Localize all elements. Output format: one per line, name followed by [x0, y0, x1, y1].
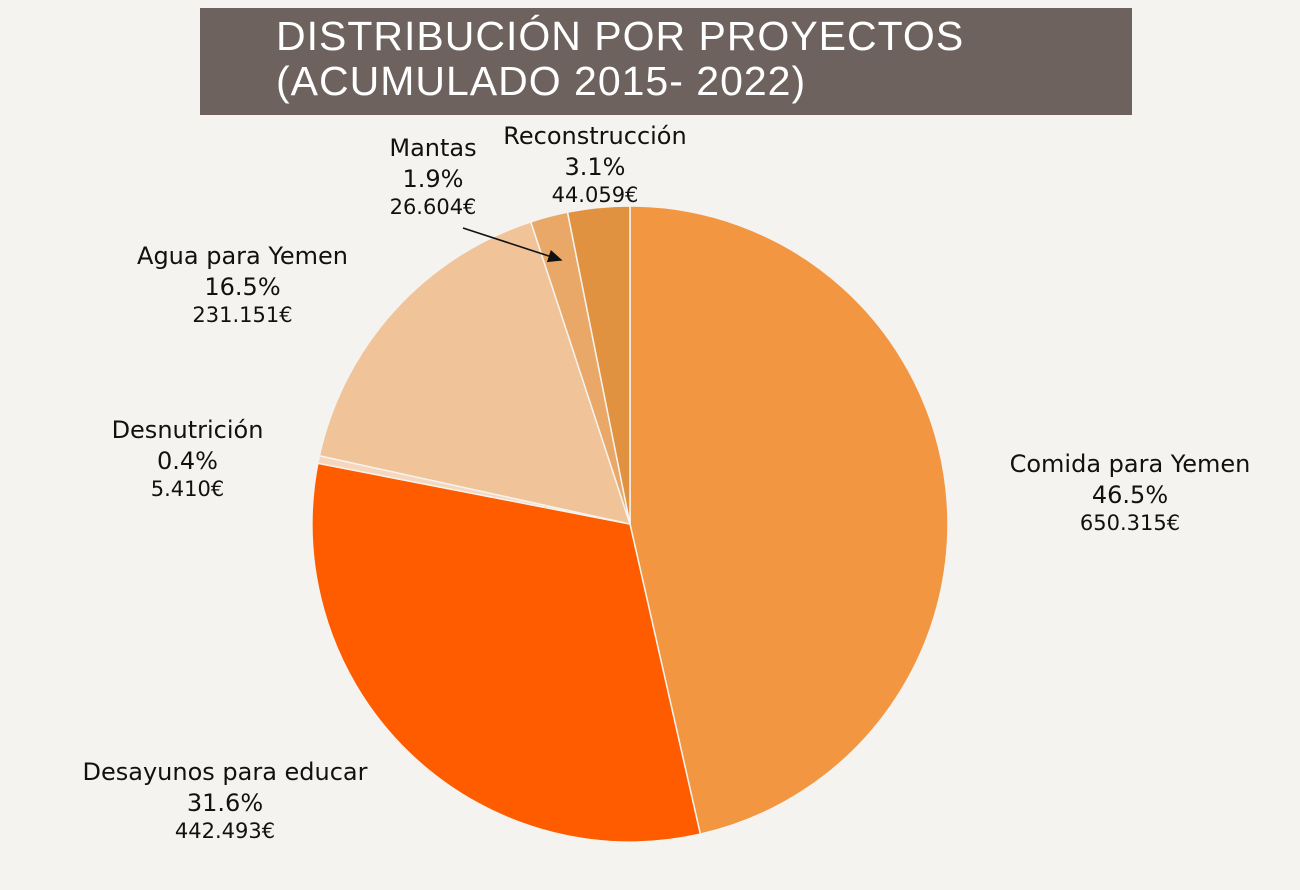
pie-slices — [311, 205, 949, 843]
slice-label-percent: 46.5% — [1091, 481, 1169, 509]
slice-label-name: Mantas — [389, 134, 477, 162]
slice-label-amount: 650.315€ — [1079, 511, 1181, 535]
mantas-leader-arrow — [462, 227, 563, 263]
slice-label-amount: 442.493€ — [174, 819, 276, 843]
slice-label-percent: 31.6% — [186, 789, 264, 817]
slice-label-amount: 44.059€ — [551, 183, 639, 207]
slice-label-name: Agua para Yemen — [137, 242, 348, 270]
slice-label-name: Desnutrición — [111, 416, 264, 444]
slice-label-desnutricion: Desnutrición 0.4% 5.410€ — [95, 414, 280, 502]
slice-label-percent: 1.9% — [402, 165, 464, 193]
chart-title-line-1: DISTRIBUCIÓN POR PROYECTOS — [276, 13, 965, 59]
slice-label-name: Comida para Yemen — [1009, 450, 1251, 478]
slice-label-name: Desayunos para educar — [82, 758, 368, 786]
slice-label-amount: 5.410€ — [150, 477, 225, 501]
slice-label-percent: 0.4% — [157, 447, 218, 475]
pie-slice-comida-para-yemen — [629, 205, 949, 836]
slice-label-name: Reconstrucción — [503, 122, 687, 150]
slice-label-percent: 3.1% — [564, 153, 626, 181]
slice-label-comida: Comida para Yemen 46.5% 650.315€ — [995, 448, 1265, 536]
slice-label-percent: 16.5% — [204, 273, 281, 301]
pie-slice-agua-para-yemen — [318, 220, 632, 526]
chart-title-line-2: (ACUMULADO 2015- 2022) — [276, 58, 807, 104]
pie-slice-reconstruccion — [566, 205, 631, 525]
slice-label-amount: 26.604€ — [389, 195, 477, 219]
slice-label-amount: 231.151€ — [192, 303, 293, 327]
chart-title-banner: DISTRIBUCIÓN POR PROYECTOS (ACUMULADO 20… — [200, 8, 1132, 115]
pie-slice-desayunos-para-educar — [311, 462, 702, 843]
slice-label-agua: Agua para Yemen 16.5% 231.151€ — [120, 240, 365, 328]
slice-label-mantas: Mantas 1.9% 26.604€ — [373, 132, 493, 220]
slice-label-reconstruccion: Reconstrucción 3.1% 44.059€ — [485, 120, 705, 208]
slice-label-desayunos: Desayunos para educar 31.6% 442.493€ — [70, 756, 380, 844]
